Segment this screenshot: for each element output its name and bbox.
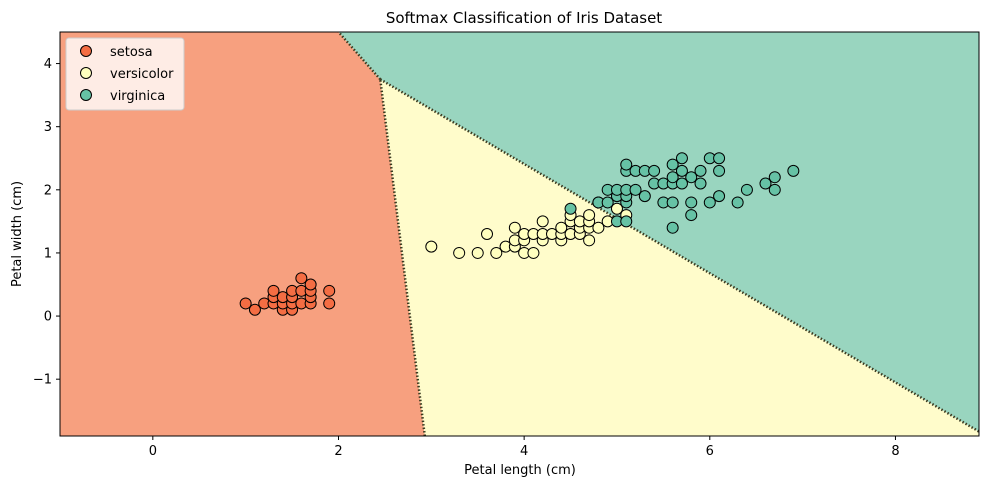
point-setosa — [295, 272, 308, 285]
y-tick-label: 3 — [44, 120, 52, 135]
point-setosa — [323, 297, 336, 310]
x-tick-label: 6 — [706, 444, 714, 459]
point-virginica — [685, 209, 698, 222]
legend: setosa versicolor virginica — [65, 37, 185, 111]
point-versicolor — [527, 246, 540, 259]
point-versicolor — [583, 234, 596, 247]
point-versicolor — [425, 240, 438, 253]
point-virginica — [629, 183, 642, 196]
y-axis-ticks: −1 0 1 2 3 4 — [33, 57, 60, 388]
point-versicolor — [555, 221, 568, 234]
x-tick-label: 0 — [149, 444, 157, 459]
point-virginica — [740, 183, 753, 196]
point-versicolor — [508, 221, 521, 234]
legend-label-versicolor: versicolor — [110, 67, 174, 82]
point-versicolor — [471, 246, 484, 259]
point-virginica — [759, 177, 772, 190]
x-tick-label: 2 — [334, 444, 342, 459]
point-virginica — [768, 183, 781, 196]
point-virginica — [768, 171, 781, 184]
decision-boundaries — [337, 32, 979, 436]
point-virginica — [694, 177, 707, 190]
point-virginica — [638, 190, 651, 203]
point-virginica — [703, 196, 716, 209]
plot-frame — [59, 31, 980, 437]
point-virginica — [620, 158, 633, 171]
point-virginica — [666, 158, 679, 171]
point-virginica — [564, 202, 577, 215]
point-versicolor — [610, 202, 623, 215]
point-virginica — [648, 164, 661, 177]
legend-marker-virginica — [80, 89, 92, 101]
x-tick-label: 4 — [520, 444, 528, 459]
point-virginica — [666, 196, 679, 209]
point-virginica — [685, 171, 698, 184]
point-virginica — [620, 215, 633, 228]
point-setosa — [239, 297, 252, 310]
boundary-versicolor-virginica — [379, 78, 979, 433]
point-setosa — [248, 303, 261, 316]
y-tick-label: 2 — [44, 183, 52, 198]
point-versicolor — [536, 215, 549, 228]
legend-label-virginica: virginica — [110, 89, 165, 104]
legend-marker-versicolor — [80, 67, 92, 79]
y-axis-label: Petal width (cm) — [10, 181, 25, 287]
y-tick-label: 1 — [44, 246, 52, 261]
x-tick-label: 8 — [891, 444, 899, 459]
point-virginica — [713, 164, 726, 177]
point-versicolor — [453, 246, 466, 259]
legend-marker-setosa — [80, 45, 92, 57]
point-virginica — [666, 171, 679, 184]
point-virginica — [675, 152, 688, 165]
boundary-setosa-versicolor — [379, 79, 427, 436]
point-virginica — [685, 196, 698, 209]
point-virginica — [713, 152, 726, 165]
point-virginica — [787, 164, 800, 177]
y-tick-label: 0 — [44, 310, 52, 325]
point-setosa — [267, 284, 280, 297]
point-setosa — [323, 284, 336, 297]
point-virginica — [675, 177, 688, 190]
x-axis-ticks: 0 2 4 6 8 — [149, 436, 900, 459]
legend-box — [65, 37, 185, 111]
y-tick-label: 4 — [44, 57, 52, 72]
point-virginica — [601, 196, 614, 209]
point-virginica — [666, 221, 679, 234]
point-versicolor — [490, 246, 503, 259]
point-versicolor — [592, 221, 605, 234]
point-virginica — [694, 164, 707, 177]
region-virginica — [338, 32, 979, 432]
point-setosa — [304, 278, 317, 291]
point-versicolor — [481, 228, 494, 240]
point-virginica — [713, 190, 726, 203]
chart-title: Softmax Classification of Iris Dataset — [386, 9, 662, 27]
boundary-setosa-virginica — [337, 32, 382, 81]
point-versicolor — [583, 209, 596, 222]
decision-regions — [60, 32, 979, 436]
region-versicolor — [380, 79, 979, 436]
scatter-points — [239, 152, 800, 316]
x-axis-label: Petal length (cm) — [464, 463, 576, 478]
point-virginica — [731, 196, 744, 209]
y-tick-label: −1 — [33, 373, 52, 388]
point-virginica — [675, 164, 688, 177]
region-setosa — [60, 32, 425, 436]
legend-label-setosa: setosa — [110, 45, 153, 60]
